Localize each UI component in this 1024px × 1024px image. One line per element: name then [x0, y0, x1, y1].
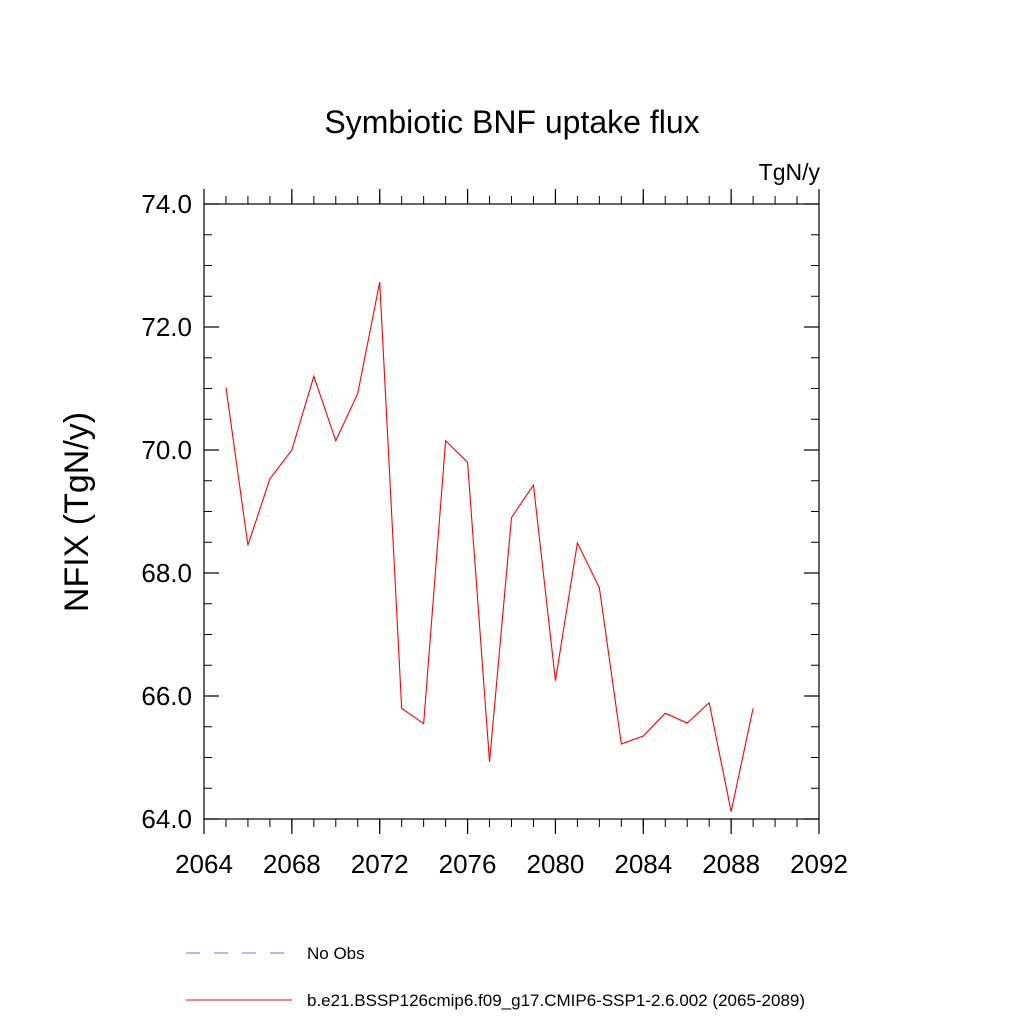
y-tick-label: 70.0 — [141, 435, 192, 465]
y-tick-labels: 64.0 66.0 68.0 70.0 72.0 74.0 — [141, 189, 192, 834]
legend-label-model-run: b.e21.BSSP126cmip6.f09_g17.CMIP6-SSP1-2.… — [307, 991, 805, 1010]
legend: No Obs b.e21.BSSP126cmip6.f09_g17.CMIP6-… — [186, 944, 805, 1010]
y-tick-label: 72.0 — [141, 312, 192, 342]
series-layer — [225, 281, 754, 812]
y-axis-label: NFIX (TgN/y) — [58, 412, 96, 612]
series-line-0 — [225, 281, 754, 812]
y-tick-label: 68.0 — [141, 558, 192, 588]
x-tick-label: 2064 — [175, 849, 233, 879]
x-tick-label: 2084 — [614, 849, 672, 879]
x-tick-label: 2072 — [351, 849, 409, 879]
x-tick-labels: 2064 2068 2072 2076 2080 2084 2088 2092 — [175, 849, 848, 879]
plot-frame — [203, 203, 820, 820]
x-tick-label: 2092 — [790, 849, 848, 879]
legend-label-no-obs: No Obs — [307, 944, 365, 963]
y-tick-label: 64.0 — [141, 804, 192, 834]
x-tick-label: 2080 — [527, 849, 585, 879]
minor-ticks — [203, 196, 820, 827]
y-tick-label: 74.0 — [141, 189, 192, 219]
major-ticks — [203, 189, 820, 834]
x-tick-label: 2088 — [702, 849, 760, 879]
x-tick-label: 2076 — [439, 849, 497, 879]
x-tick-label: 2068 — [263, 849, 321, 879]
units-label: TgN/y — [759, 159, 821, 185]
y-tick-label: 66.0 — [141, 681, 192, 711]
chart-title: Symbiotic BNF uptake flux — [324, 104, 699, 140]
